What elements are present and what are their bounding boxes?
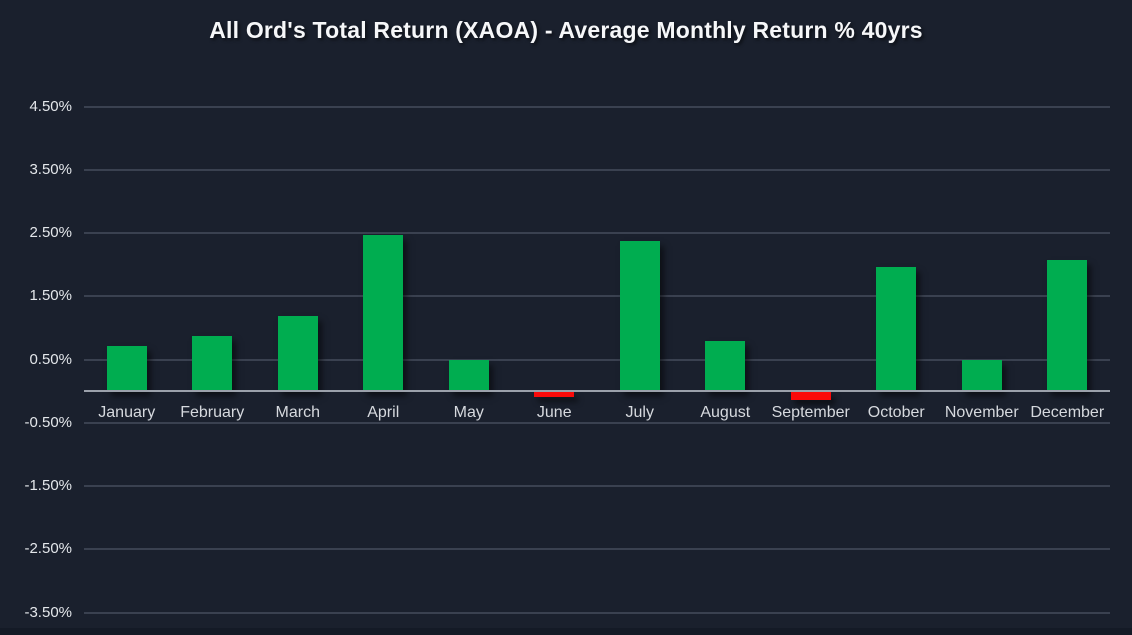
y-axis-tick-label: -3.50% xyxy=(24,603,72,621)
bottom-edge-strip xyxy=(0,628,1132,635)
x-axis-label-june: June xyxy=(536,404,572,422)
chart-title: All Ord's Total Return (XAOA) - Average … xyxy=(209,17,923,43)
bar-may xyxy=(448,360,489,392)
x-axis-label-july: July xyxy=(625,404,654,422)
x-axis-label-february: February xyxy=(180,404,245,422)
x-axis-label-november: November xyxy=(944,404,1019,422)
gridline xyxy=(84,421,1110,424)
gridline xyxy=(84,232,1110,234)
y-axis-tick-label: 1.50% xyxy=(29,287,72,305)
bar-june xyxy=(534,392,575,398)
x-axis-label-august: August xyxy=(700,404,751,422)
y-axis-tick-label: 3.50% xyxy=(29,160,72,178)
y-axis-tick-label: 4.50% xyxy=(29,97,72,115)
y-axis-tick-label: 2.50% xyxy=(29,224,72,241)
gridline xyxy=(84,611,1110,614)
bar-august xyxy=(705,341,746,392)
x-axis-label-april: April xyxy=(367,404,400,422)
x-axis-label-january: January xyxy=(98,404,156,422)
y-axis-tick-label: -0.50% xyxy=(24,413,72,431)
x-axis-label-october: October xyxy=(867,404,925,422)
y-axis-tick-label: -1.50% xyxy=(24,477,72,494)
bar-march xyxy=(277,315,318,392)
gridline xyxy=(84,105,1110,108)
x-axis-label-september: September xyxy=(771,404,850,422)
gridline xyxy=(84,168,1110,171)
y-axis-tick-label: 0.50% xyxy=(29,350,72,368)
bar-september xyxy=(790,392,831,401)
bar-july xyxy=(619,241,660,392)
x-axis-label-may: May xyxy=(453,404,484,422)
bar-december xyxy=(1047,259,1088,392)
bar-october xyxy=(876,266,917,392)
gridline xyxy=(84,295,1110,298)
bar-february xyxy=(192,336,233,392)
bar-april xyxy=(363,234,404,392)
x-axis-label-december: December xyxy=(1030,404,1105,422)
gridline xyxy=(84,548,1110,551)
zero-axis-line xyxy=(84,390,1110,393)
y-axis-tick-label: -2.50% xyxy=(24,540,72,558)
bar-november xyxy=(961,359,1002,392)
gridline xyxy=(84,358,1110,361)
bar-january xyxy=(106,345,147,392)
x-axis-label-march: March xyxy=(275,404,320,422)
gridline xyxy=(84,485,1110,487)
